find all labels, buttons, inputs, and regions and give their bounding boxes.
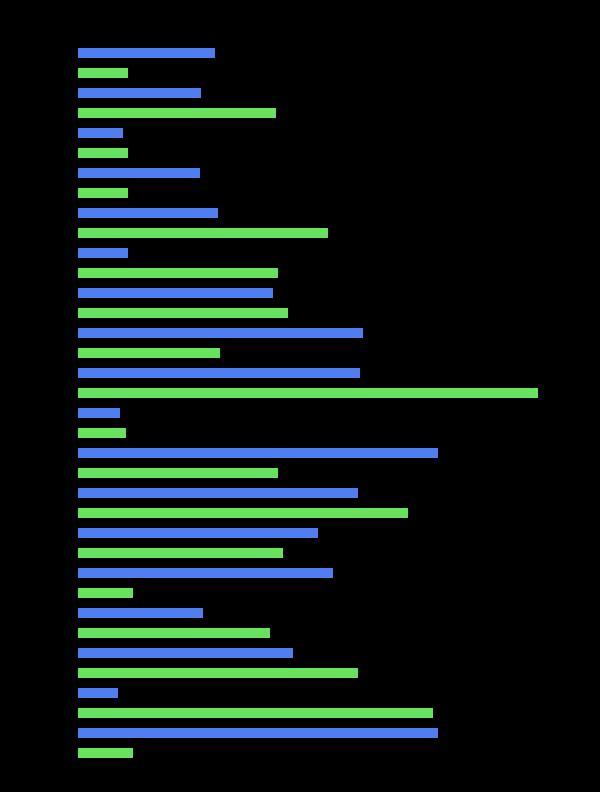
bar-11 — [78, 268, 278, 278]
bar-35 — [78, 748, 133, 758]
bar-20 — [78, 448, 438, 458]
bar-28 — [78, 608, 203, 618]
bar-15 — [78, 348, 220, 358]
bar-16 — [78, 368, 360, 378]
bar-33 — [78, 708, 433, 718]
horizontal-bar-chart — [78, 48, 558, 768]
bar-2 — [78, 88, 201, 98]
bar-19 — [78, 428, 126, 438]
bar-32 — [78, 688, 118, 698]
bar-25 — [78, 548, 283, 558]
bar-8 — [78, 208, 218, 218]
bar-14 — [78, 328, 363, 338]
bar-23 — [78, 508, 408, 518]
bar-27 — [78, 588, 133, 598]
bar-34 — [78, 728, 438, 738]
bar-21 — [78, 468, 278, 478]
bar-12 — [78, 288, 273, 298]
bar-3 — [78, 108, 276, 118]
bar-31 — [78, 668, 358, 678]
bar-29 — [78, 628, 270, 638]
bar-0 — [78, 48, 215, 58]
bar-5 — [78, 148, 128, 158]
bar-22 — [78, 488, 358, 498]
bar-10 — [78, 248, 128, 258]
bar-24 — [78, 528, 318, 538]
bar-9 — [78, 228, 328, 238]
bar-7 — [78, 188, 128, 198]
bar-17 — [78, 388, 538, 398]
bar-13 — [78, 308, 288, 318]
bar-18 — [78, 408, 120, 418]
bar-30 — [78, 648, 293, 658]
bar-6 — [78, 168, 200, 178]
bar-4 — [78, 128, 123, 138]
bar-26 — [78, 568, 333, 578]
bar-1 — [78, 68, 128, 78]
